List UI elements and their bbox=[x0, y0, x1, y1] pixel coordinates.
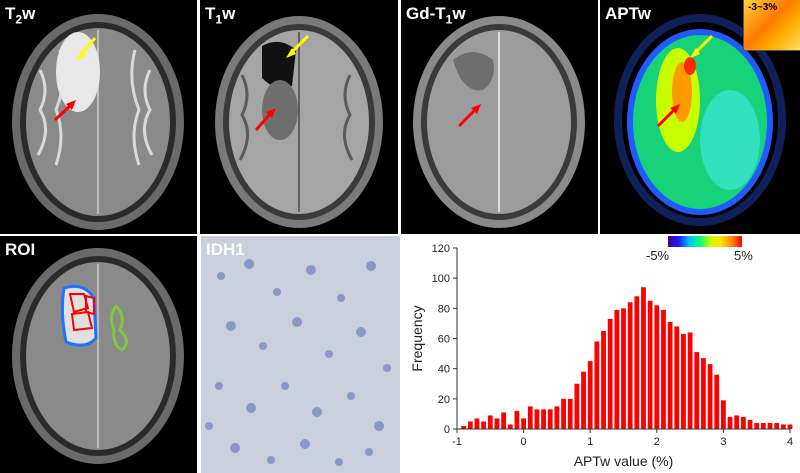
histogram-bar bbox=[587, 361, 593, 429]
histogram-bar bbox=[727, 416, 733, 429]
histogram-bar bbox=[487, 415, 493, 429]
roi-label: ROI bbox=[5, 240, 36, 259]
histogram-bar bbox=[494, 418, 500, 429]
histogram-bar bbox=[774, 422, 780, 429]
aptw-inset-map: -3~3% bbox=[743, 0, 800, 51]
t2w-label: T2w bbox=[5, 4, 36, 27]
histogram-bar bbox=[681, 333, 686, 429]
roi-panel: ROI bbox=[0, 236, 197, 473]
gd-t1w-panel: Gd-T1w bbox=[401, 0, 598, 234]
histogram-bar bbox=[767, 422, 773, 429]
histogram-bar bbox=[740, 416, 746, 429]
x-tick-label: 2 bbox=[654, 436, 660, 448]
y-axis-label: Frequency bbox=[409, 305, 425, 371]
x-tick-label: 3 bbox=[720, 436, 726, 448]
histogram-bar bbox=[714, 374, 720, 429]
histogram-bar bbox=[534, 409, 540, 429]
histogram-bar bbox=[787, 424, 793, 429]
t2w-panel: T2w bbox=[0, 0, 197, 234]
histogram-bar bbox=[501, 412, 507, 429]
aptw-inset-range-label: -3~3% bbox=[748, 2, 778, 13]
histogram-bar bbox=[601, 330, 606, 429]
gd-t1w-brain-image bbox=[413, 16, 585, 228]
histogram-bar bbox=[754, 422, 760, 429]
histogram-bar bbox=[614, 309, 620, 429]
t2w-brain-image bbox=[12, 14, 184, 230]
histogram-bar bbox=[561, 398, 566, 429]
idh1-panel: IDH1 bbox=[201, 236, 400, 473]
x-axis-label: APTw value (%) bbox=[574, 453, 674, 469]
y-tick-label: 100 bbox=[432, 273, 450, 285]
histogram-bar bbox=[661, 309, 666, 429]
y-tick-label: 0 bbox=[444, 424, 450, 436]
y-tick-label: 80 bbox=[438, 303, 450, 315]
histogram-bar bbox=[461, 425, 467, 429]
histogram-bar bbox=[760, 422, 766, 429]
histogram-bar bbox=[554, 406, 560, 429]
histogram-bar bbox=[734, 415, 740, 429]
t1w-brain-image bbox=[215, 16, 383, 228]
histogram-bar bbox=[674, 326, 680, 429]
t1w-panel: T1w bbox=[200, 0, 398, 234]
histogram-bar bbox=[701, 358, 706, 429]
histogram-bar bbox=[641, 287, 646, 429]
y-tick-label: 60 bbox=[438, 334, 450, 346]
histogram-bar bbox=[574, 383, 580, 429]
histogram-bar bbox=[467, 421, 473, 429]
histogram-bar bbox=[634, 296, 640, 429]
histogram-bar bbox=[667, 321, 673, 429]
histogram-bar bbox=[694, 352, 700, 429]
histogram-bar bbox=[547, 409, 553, 429]
histogram-bar bbox=[581, 371, 586, 429]
aptw-map-image bbox=[614, 14, 786, 226]
histogram-bar bbox=[747, 419, 753, 429]
colorbar-min-label: -5% bbox=[646, 248, 670, 263]
histogram-bar bbox=[721, 400, 726, 429]
t1w-label: T1w bbox=[205, 4, 236, 27]
x-tick-label: -1 bbox=[452, 436, 462, 448]
histogram-bar bbox=[647, 300, 653, 429]
y-tick-label: 120 bbox=[432, 243, 450, 255]
y-tick-label: 20 bbox=[438, 394, 450, 406]
x-tick-label: 4 bbox=[787, 436, 793, 448]
histogram-bar bbox=[521, 418, 526, 429]
aptw-label: APTw bbox=[605, 4, 651, 23]
histogram-bar bbox=[621, 308, 626, 429]
colorbar-max-label: 5% bbox=[734, 248, 753, 263]
histogram-bar bbox=[514, 410, 520, 429]
histogram-bar bbox=[527, 406, 533, 429]
histogram-bar bbox=[687, 332, 693, 429]
histogram-bar bbox=[707, 364, 713, 429]
gd-t1w-label: Gd-T1w bbox=[406, 4, 466, 27]
histogram-bar bbox=[780, 424, 786, 429]
aptw-colorbar bbox=[668, 236, 742, 247]
x-tick-label: 1 bbox=[587, 436, 593, 448]
idh1-label: IDH1 bbox=[206, 240, 245, 259]
y-tick-label: 40 bbox=[438, 364, 450, 376]
aptw-panel: APTw -3~3% bbox=[600, 0, 800, 234]
idh1-histology-image bbox=[205, 259, 391, 466]
histogram-bar bbox=[654, 305, 660, 429]
histogram-bar bbox=[607, 318, 613, 429]
histogram-bar bbox=[627, 302, 633, 429]
histogram-bar bbox=[507, 424, 513, 429]
histogram-bar bbox=[474, 418, 480, 429]
x-tick-label: 0 bbox=[521, 436, 527, 448]
histogram-bar bbox=[594, 341, 600, 429]
histogram-bar bbox=[567, 398, 573, 429]
histogram-bar bbox=[481, 421, 487, 429]
histogram-bar bbox=[541, 409, 546, 429]
roi-brain-image bbox=[12, 248, 184, 464]
